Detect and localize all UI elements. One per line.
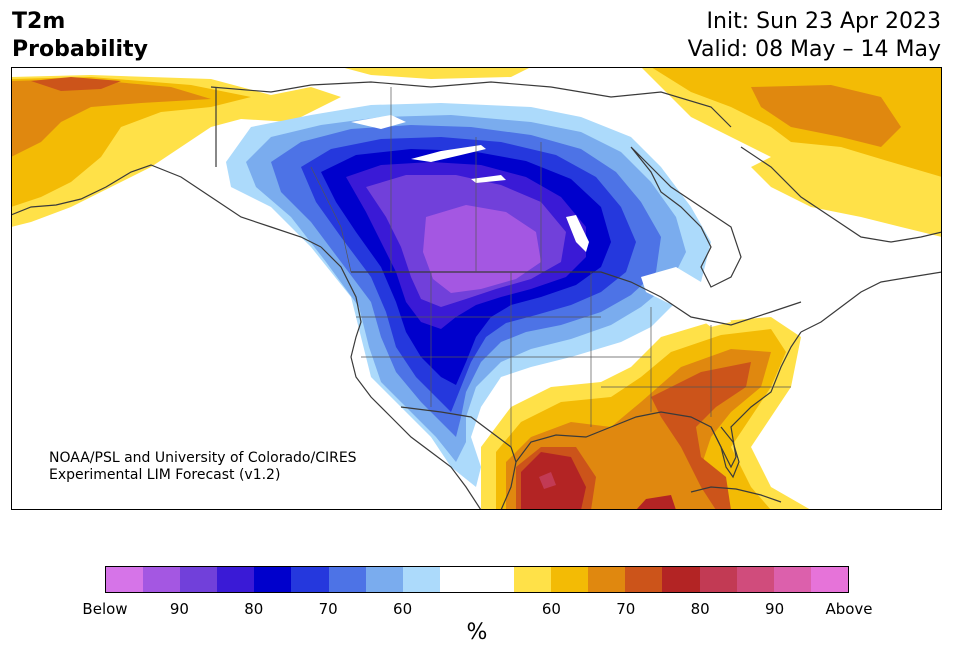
alaska-warm-75 <box>31 77 121 91</box>
colorbar-segment <box>217 567 255 592</box>
map-frame <box>11 67 942 510</box>
colorbar-tick-label: 60 <box>541 600 561 618</box>
colorbar-tick-label: 70 <box>318 600 338 618</box>
colorbar-segment <box>773 567 811 592</box>
arctic-coast <box>210 81 732 128</box>
mexico-border <box>400 406 517 463</box>
colorbar-tick-label: 90 <box>765 600 785 618</box>
us-canada-border <box>351 271 802 326</box>
cuba <box>690 486 782 503</box>
colorbar <box>105 566 849 593</box>
colorbar-segment <box>810 567 848 592</box>
credit-text: NOAA/PSL and University of Colorado/CIRE… <box>49 450 357 484</box>
cold-95 <box>423 205 541 293</box>
colorbar-unit: % <box>466 620 488 645</box>
colorbar-segment <box>662 567 700 592</box>
cuba-warm-80 <box>636 495 676 510</box>
colorbar-tick-label: 90 <box>169 600 189 618</box>
alaska-coast <box>11 164 322 248</box>
colorbar-segment <box>365 567 403 592</box>
great-lakes <box>641 267 731 327</box>
pacific-coast <box>320 246 482 510</box>
greenland-warm-70 <box>751 85 901 147</box>
colorbar-segment <box>736 567 774 592</box>
gulf-coast <box>500 331 802 510</box>
state-province-borders <box>310 87 791 447</box>
forecast-dates: Init: Sun 23 Apr 2023 Valid: 08 May – 14… <box>688 8 941 64</box>
colorbar-segment <box>291 567 329 592</box>
colorbar-segment <box>588 567 626 592</box>
hudson-bay <box>630 146 742 288</box>
title-line-1: T2m <box>12 9 66 34</box>
alaska-warm-70 <box>11 79 211 157</box>
colorbar-segment <box>106 567 144 592</box>
province-line-4 <box>310 166 352 273</box>
credit-line-1: NOAA/PSL and University of Colorado/CIRE… <box>49 450 357 466</box>
colorbar-segment <box>254 567 292 592</box>
north-warm-60 <box>341 67 531 79</box>
lake-athabasca <box>471 175 506 183</box>
colorbar-tick-label: Below <box>82 600 128 618</box>
credit-line-2: Experimental LIM Forecast (v1.2) <box>49 467 281 483</box>
mexico-warm-85 <box>539 472 556 489</box>
colorbar-tick-label: 80 <box>244 600 264 618</box>
atlantic-coast <box>800 271 942 333</box>
colorbar-tick-label: 70 <box>616 600 636 618</box>
init-date: Init: Sun 23 Apr 2023 <box>706 9 941 34</box>
colorbar-segment <box>439 567 477 592</box>
colorbar-segment <box>514 567 552 592</box>
coastlines-and-borders <box>11 81 942 510</box>
labrador-coast <box>740 146 942 243</box>
colorbar-segment <box>180 567 218 592</box>
colorbar-segment <box>143 567 181 592</box>
colorbar-tick-label: 80 <box>690 600 710 618</box>
colorbar-segment <box>328 567 366 592</box>
lake-slave <box>411 145 486 162</box>
lake-winnipeg <box>566 215 589 252</box>
colorbar-tick-label: 60 <box>393 600 413 618</box>
colorbar-segment <box>551 567 589 592</box>
colorbar-segment <box>625 567 663 592</box>
florida <box>710 426 740 479</box>
colorbar-segment <box>402 567 440 592</box>
valid-date: Valid: 08 May – 14 May <box>687 37 941 62</box>
colorbar-segment <box>699 567 737 592</box>
plot-title: T2m Probability <box>12 8 148 64</box>
colorbar-tick-label: Above <box>825 600 873 618</box>
lake-bear <box>351 115 406 129</box>
title-line-2: Probability <box>12 37 148 62</box>
north-america-map <box>11 67 942 510</box>
colorbar-segment <box>476 567 515 592</box>
